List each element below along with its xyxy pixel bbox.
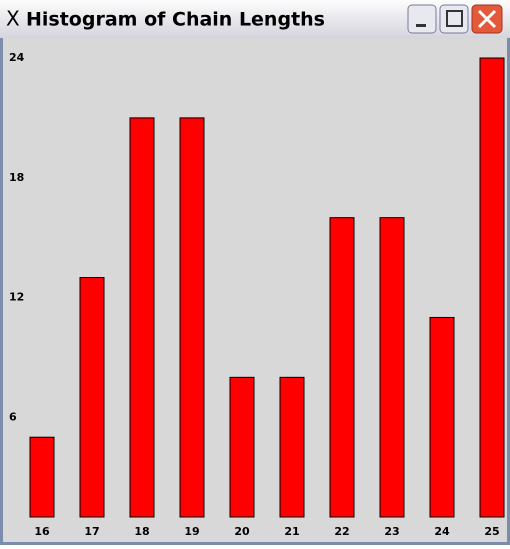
bar (29, 436, 55, 518)
maximize-icon (446, 10, 463, 27)
x-tick-label: 20 (234, 525, 250, 538)
close-icon (477, 9, 497, 29)
x-tick-label: 21 (284, 525, 299, 538)
window-title: Histogram of Chain Lengths (26, 9, 325, 31)
bar (229, 376, 255, 518)
x-tick-label: 24 (434, 525, 450, 538)
y-tick-label: 6 (9, 410, 17, 423)
app-icon: X (6, 7, 20, 31)
maximize-button[interactable] (439, 4, 469, 34)
bar (129, 117, 155, 518)
bar (379, 217, 405, 518)
plot: 6 12 18 24 16 17 18 19 20 21 22 23 24 25 (9, 51, 505, 538)
bar (279, 376, 305, 518)
x-tick-label: 22 (334, 525, 349, 538)
bar (79, 277, 105, 518)
x-tick-label: 19 (184, 525, 199, 538)
x-tick-label: 16 (34, 525, 50, 538)
minimize-icon (416, 24, 426, 27)
x-tick-label: 23 (384, 525, 399, 538)
minimize-button[interactable] (407, 4, 437, 34)
y-tick-label: 24 (9, 51, 25, 64)
x-tick-label: 18 (134, 525, 149, 538)
x-tick-label: 17 (84, 525, 99, 538)
bar (329, 217, 355, 518)
y-tick-label: 18 (9, 171, 24, 184)
bar (479, 57, 505, 518)
bar (179, 117, 205, 518)
y-tick-label: 12 (9, 291, 24, 304)
bar (429, 316, 455, 518)
x-tick-label: 25 (484, 525, 499, 538)
